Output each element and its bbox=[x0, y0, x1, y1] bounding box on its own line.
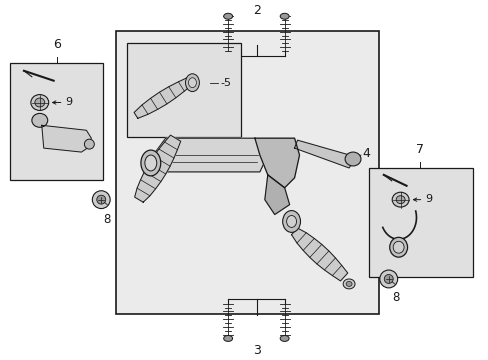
Bar bbox=[127, 43, 241, 137]
Ellipse shape bbox=[345, 152, 360, 166]
Ellipse shape bbox=[280, 336, 288, 341]
Polygon shape bbox=[291, 228, 347, 281]
Circle shape bbox=[379, 270, 397, 288]
Text: 1: 1 bbox=[395, 193, 403, 206]
Ellipse shape bbox=[395, 196, 404, 204]
Text: 8: 8 bbox=[391, 291, 399, 304]
Ellipse shape bbox=[391, 192, 408, 207]
Bar bbox=[116, 31, 378, 314]
Text: 2: 2 bbox=[252, 4, 260, 17]
Text: 3: 3 bbox=[252, 344, 260, 357]
Text: 9: 9 bbox=[65, 96, 73, 107]
Polygon shape bbox=[264, 175, 289, 215]
Polygon shape bbox=[134, 77, 192, 118]
Ellipse shape bbox=[343, 279, 354, 289]
Polygon shape bbox=[41, 125, 91, 152]
Ellipse shape bbox=[392, 241, 403, 253]
Text: -5: -5 bbox=[220, 78, 231, 88]
Ellipse shape bbox=[35, 98, 45, 107]
Bar bbox=[10, 63, 103, 180]
Text: 4: 4 bbox=[361, 147, 369, 159]
Ellipse shape bbox=[141, 150, 161, 176]
Circle shape bbox=[97, 195, 105, 204]
Ellipse shape bbox=[84, 139, 94, 149]
Bar bbox=[368, 168, 472, 277]
Ellipse shape bbox=[282, 211, 300, 232]
Ellipse shape bbox=[286, 216, 296, 228]
Polygon shape bbox=[254, 138, 299, 188]
Text: 7: 7 bbox=[416, 143, 424, 156]
Polygon shape bbox=[134, 135, 181, 202]
Polygon shape bbox=[145, 138, 267, 172]
Polygon shape bbox=[294, 140, 352, 168]
Ellipse shape bbox=[346, 282, 351, 287]
Text: 9: 9 bbox=[425, 194, 432, 204]
Ellipse shape bbox=[223, 336, 232, 341]
Ellipse shape bbox=[280, 13, 288, 19]
Ellipse shape bbox=[185, 74, 199, 91]
Ellipse shape bbox=[31, 95, 49, 111]
Circle shape bbox=[384, 275, 392, 283]
Ellipse shape bbox=[389, 237, 407, 257]
Ellipse shape bbox=[188, 78, 196, 87]
Text: 6: 6 bbox=[53, 38, 61, 51]
Ellipse shape bbox=[223, 13, 232, 19]
Text: 8: 8 bbox=[103, 212, 111, 226]
Circle shape bbox=[92, 191, 110, 208]
Ellipse shape bbox=[144, 155, 157, 171]
Ellipse shape bbox=[32, 113, 48, 127]
